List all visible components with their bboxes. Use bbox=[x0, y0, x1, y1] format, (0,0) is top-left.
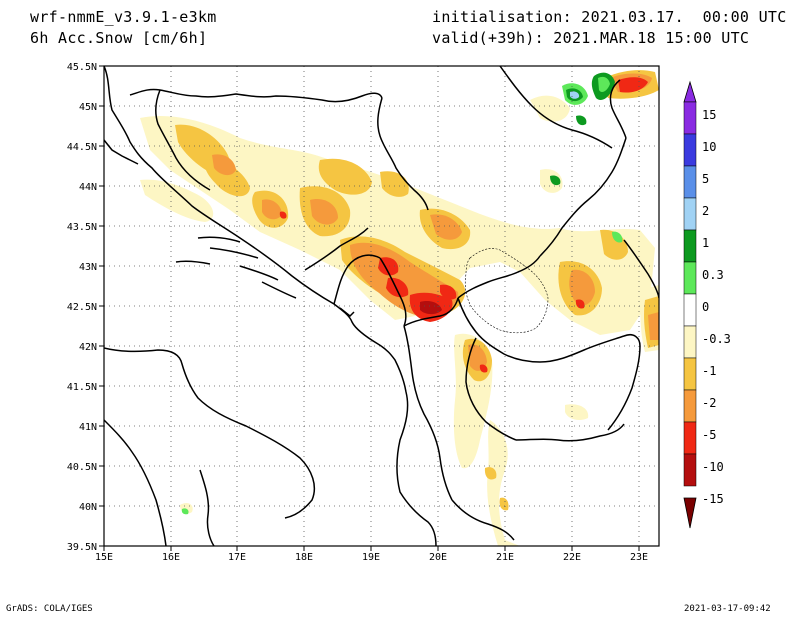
colorbar-swatch bbox=[683, 229, 697, 263]
lat-label: 44.5N bbox=[67, 142, 97, 153]
colorbar-label: -5 bbox=[702, 428, 716, 442]
snow-field bbox=[140, 70, 659, 546]
colorbar-label: 15 bbox=[702, 108, 716, 122]
lat-label: 43N bbox=[79, 262, 97, 273]
model-title: wrf-nmmE_v3.9.1-e3km bbox=[30, 8, 217, 26]
lat-label: 41N bbox=[79, 422, 97, 433]
lat-label: 42.5N bbox=[67, 302, 97, 313]
colorbar-label: -1 bbox=[702, 364, 716, 378]
lon-labels: 15E 16E 17E 18E 19E 20E 21E 22E 23E bbox=[95, 552, 648, 563]
lat-label: 44N bbox=[79, 182, 97, 193]
lon-label: 17E bbox=[228, 552, 246, 563]
lon-label: 15E bbox=[95, 552, 113, 563]
lon-label: 22E bbox=[563, 552, 581, 563]
lat-labels: 45.5N 45N 44.5N 44N 43.5N 43N 42.5N 42N … bbox=[67, 62, 97, 553]
lon-label: 21E bbox=[496, 552, 514, 563]
lat-label: 45N bbox=[79, 102, 97, 113]
colorbar-labels: 15 10 5 2 1 0.3 0 -0.3 -1 -2 -5 -10 -15 bbox=[702, 108, 731, 506]
colorbar-bottom-arrow bbox=[683, 497, 697, 529]
lat-label: 40.5N bbox=[67, 462, 97, 473]
lat-label: 43.5N bbox=[67, 222, 97, 233]
colorbar-swatch bbox=[683, 389, 697, 423]
lat-label: 40N bbox=[79, 502, 97, 513]
initialisation-time: initialisation: 2021.03.17. 00:00 UTC bbox=[432, 8, 787, 26]
colorbar-swatch bbox=[683, 293, 697, 327]
valid-time: valid(+39h): 2021.MAR.18 15:00 UTC bbox=[432, 29, 750, 47]
lon-label: 16E bbox=[162, 552, 180, 563]
colorbar-swatch bbox=[683, 101, 697, 135]
colorbar-swatch bbox=[683, 261, 697, 295]
lon-label: 18E bbox=[295, 552, 313, 563]
colorbar-label: -10 bbox=[702, 460, 724, 474]
lon-label: 23E bbox=[630, 552, 648, 563]
colorbar-label: -15 bbox=[702, 492, 724, 506]
colorbar-label: 1 bbox=[702, 236, 709, 250]
lat-label: 42N bbox=[79, 342, 97, 353]
colorbar-label: 0.3 bbox=[702, 268, 724, 282]
colorbar-swatches bbox=[683, 101, 697, 487]
colorbar-swatch bbox=[683, 421, 697, 455]
variable-title: 6h Acc.Snow [cm/6h] bbox=[30, 29, 208, 47]
lat-label: 39.5N bbox=[67, 542, 97, 553]
colorbar-label: 2 bbox=[702, 204, 709, 218]
lat-lon-grid bbox=[104, 66, 659, 546]
colorbar-label: -0.3 bbox=[702, 332, 731, 346]
colorbar-label: 10 bbox=[702, 140, 716, 154]
colorbar: 15 10 5 2 1 0.3 0 -0.3 -1 -2 -5 -10 -15 bbox=[683, 80, 731, 529]
footer-timestamp: 2021-03-17-09:42 bbox=[684, 604, 771, 614]
coastlines-borders bbox=[104, 66, 659, 546]
lat-label: 41.5N bbox=[67, 382, 97, 393]
colorbar-swatch bbox=[683, 357, 697, 391]
lon-label: 19E bbox=[362, 552, 380, 563]
colorbar-label: -2 bbox=[702, 396, 716, 410]
footer-credit: GrADS: COLA/IGES bbox=[6, 604, 93, 614]
lat-label: 45.5N bbox=[67, 62, 97, 73]
province-borders bbox=[464, 248, 549, 334]
axis-ticks bbox=[99, 65, 640, 551]
colorbar-top-arrow bbox=[683, 80, 697, 103]
colorbar-swatch bbox=[683, 197, 697, 231]
colorbar-swatch bbox=[683, 133, 697, 167]
colorbar-swatch bbox=[683, 453, 697, 487]
lon-label: 20E bbox=[429, 552, 447, 563]
colorbar-swatch bbox=[683, 325, 697, 359]
colorbar-label: 5 bbox=[702, 172, 709, 186]
colorbar-label: 0 bbox=[702, 300, 709, 314]
colorbar-swatch bbox=[683, 165, 697, 199]
